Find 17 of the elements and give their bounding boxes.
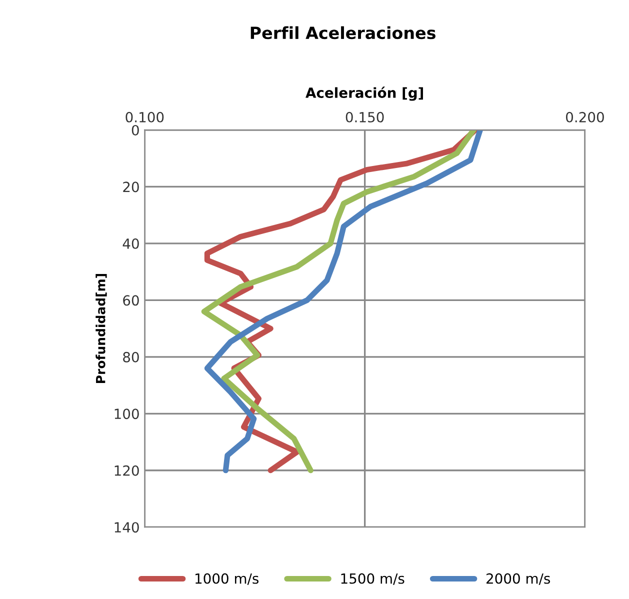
y-tick-label: 60 [123, 295, 139, 306]
x-tick-label: 0.200 [566, 112, 604, 122]
y-tick-label: 80 [123, 352, 139, 362]
chart-title: Perfil Aceleraciones [250, 26, 436, 40]
x-tick-label: 0.150 [346, 112, 384, 122]
x-axis-title: Aceleración [g] [306, 86, 423, 101]
y-axis-title: Profundidad[m] [96, 274, 107, 383]
y-tick-label: 40 [122, 238, 139, 249]
legend-label: 2000 m/s [486, 573, 550, 585]
legend-label: 1500 m/s [341, 573, 404, 585]
y-tick-label: 100 [114, 408, 139, 420]
y-tick-label: 140 [114, 522, 139, 533]
y-tick-label: 20 [123, 182, 139, 192]
legend-label: 1000 m/s [196, 573, 259, 585]
y-tick-label: 0 [132, 124, 139, 136]
x-tick-label: 0.100 [126, 112, 164, 122]
y-tick-label: 120 [114, 465, 139, 476]
